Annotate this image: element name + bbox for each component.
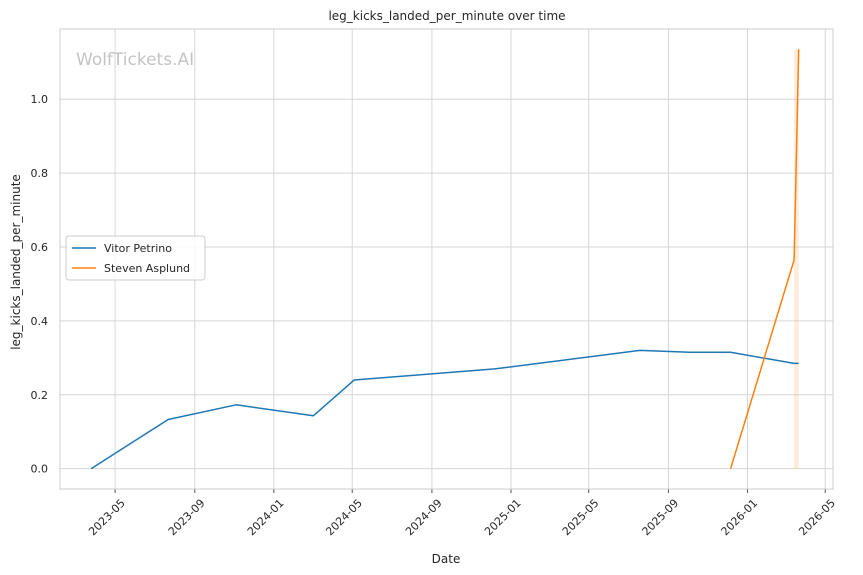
y-tick-label: 0.0 (31, 463, 49, 476)
legend: Vitor Petrino Steven Asplund (65, 235, 206, 281)
x-tick-label: 2025-09 (640, 497, 682, 539)
x-tick-label: 2025-01 (482, 497, 524, 539)
y-tick-label: 0.8 (31, 167, 49, 180)
series-line-vitor-petrino (90, 349, 799, 470)
x-tick-label: 2024-09 (403, 497, 445, 539)
x-tick-label: 2026-05 (796, 497, 838, 539)
legend-box (65, 235, 206, 281)
watermark: WolfTickets.AI (76, 50, 194, 70)
series-lines (90, 49, 800, 470)
x-tick-label: 2026-01 (719, 497, 761, 539)
x-tick-label: 2023-05 (86, 497, 128, 539)
chart-title: leg_kicks_landed_per_minute over time (328, 9, 565, 23)
y-tick-label: 0.2 (31, 389, 49, 402)
axes-frame (59, 28, 834, 490)
y-tick-label: 0.6 (31, 241, 49, 254)
x-axis-label: Date (432, 552, 461, 566)
y-axis-label: leg_kicks_landed_per_minute (9, 174, 23, 350)
legend-label: Steven Asplund (104, 262, 190, 275)
series-line-steven-asplund (729, 49, 800, 469)
x-tick-label: 2023-09 (166, 497, 208, 539)
x-tick-label: 2025-05 (560, 497, 602, 539)
legend-label: Vitor Petrino (104, 242, 172, 255)
x-tick-label: 2024-05 (323, 497, 365, 539)
y-tick-label: 0.4 (31, 315, 49, 328)
confidence-band (794, 49, 799, 469)
y-tick-label: 1.0 (31, 93, 49, 106)
x-tick-label: 2024-01 (245, 497, 287, 539)
